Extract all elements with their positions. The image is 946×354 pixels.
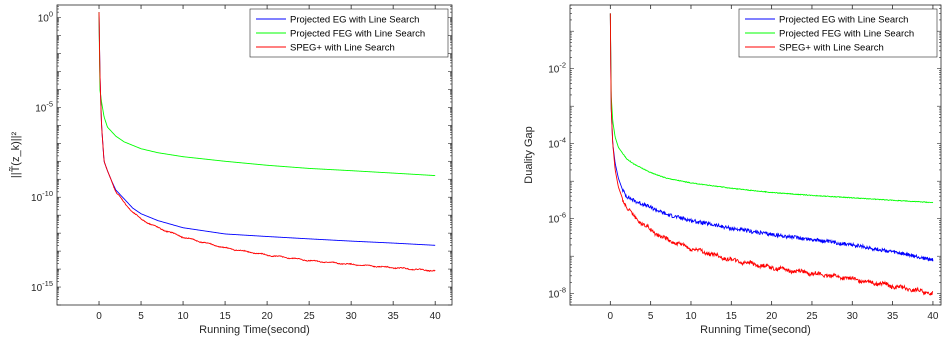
right-series-line-3 — [609, 13, 934, 296]
right-y-tick-label: 10-4 — [548, 136, 566, 151]
right-x-tick-label: 40 — [927, 311, 939, 322]
right-y-tick-label: 10-8 — [548, 286, 566, 301]
left-x-tick-label: 20 — [262, 311, 274, 322]
right-legend: Projected EG with Line Search Projected F… — [738, 8, 938, 58]
left-x-tick-label: 25 — [304, 311, 316, 322]
right-y-tick-label: 10-6 — [548, 211, 566, 226]
left-x-tick-label: 5 — [138, 311, 144, 322]
left-series-line-2 — [98, 12, 436, 177]
right-legend-label: Projected FEG with Line Search — [779, 29, 914, 40]
left-legend-label: Projected FEG with Line Search — [290, 29, 425, 40]
right-y-tick-label: 10-2 — [548, 61, 566, 76]
right-x-tick-label: 25 — [806, 311, 818, 322]
right-chart-panel: 0 5 10 15 20 25 30 35 40 10-2 10-4 10-6 10-8 Running … — [523, 4, 942, 336]
right-legend-label: SPEG+ with Line Search — [779, 43, 884, 54]
right-y-axis-label: Duality Gap — [523, 126, 535, 183]
right-x-tick-label: 30 — [847, 311, 859, 322]
left-x-tick-label: 0 — [96, 311, 102, 322]
left-chart-panel: 0 5 10 15 20 25 30 35 40 100 10-5 10-10 10-15 Running… — [9, 4, 453, 336]
right-x-tick-label: 35 — [887, 311, 899, 322]
right-series-line-2 — [609, 13, 934, 204]
right-x-tick-label: 10 — [685, 311, 697, 322]
right-x-axis-label: Running Time(second) — [700, 324, 811, 336]
right-x-tick-label: 5 — [648, 311, 654, 322]
right-series-line-1 — [609, 13, 934, 262]
left-series-line-3 — [98, 12, 436, 273]
left-x-tick-label: 10 — [178, 311, 190, 322]
right-legend-label: Projected EG with Line Search — [779, 15, 908, 26]
left-legend: Projected EG with Line Search Projected F… — [249, 8, 449, 58]
left-x-tick-label: 35 — [388, 311, 400, 322]
left-x-axis-label: Running Time(second) — [199, 324, 310, 336]
left-y-tick-label: 10-5 — [35, 99, 53, 114]
left-x-tick-label: 40 — [430, 311, 442, 322]
left-y-tick-label: 10-10 — [31, 189, 53, 204]
left-legend-label: SPEG+ with Line Search — [290, 43, 395, 54]
right-x-tick-label: 20 — [766, 311, 778, 322]
left-y-tick-label: 100 — [38, 10, 53, 25]
left-y-axis-label: ||T̃(z_k)||² — [9, 132, 22, 179]
left-x-tick-label: 15 — [220, 311, 232, 322]
right-x-tick-label: 15 — [726, 311, 738, 322]
right-x-tick-label: 0 — [608, 311, 614, 322]
left-x-tick-label: 30 — [346, 311, 358, 322]
left-legend-label: Projected EG with Line Search — [290, 15, 419, 26]
left-y-tick-label: 10-15 — [31, 279, 53, 294]
left-series-line-1 — [98, 12, 436, 246]
